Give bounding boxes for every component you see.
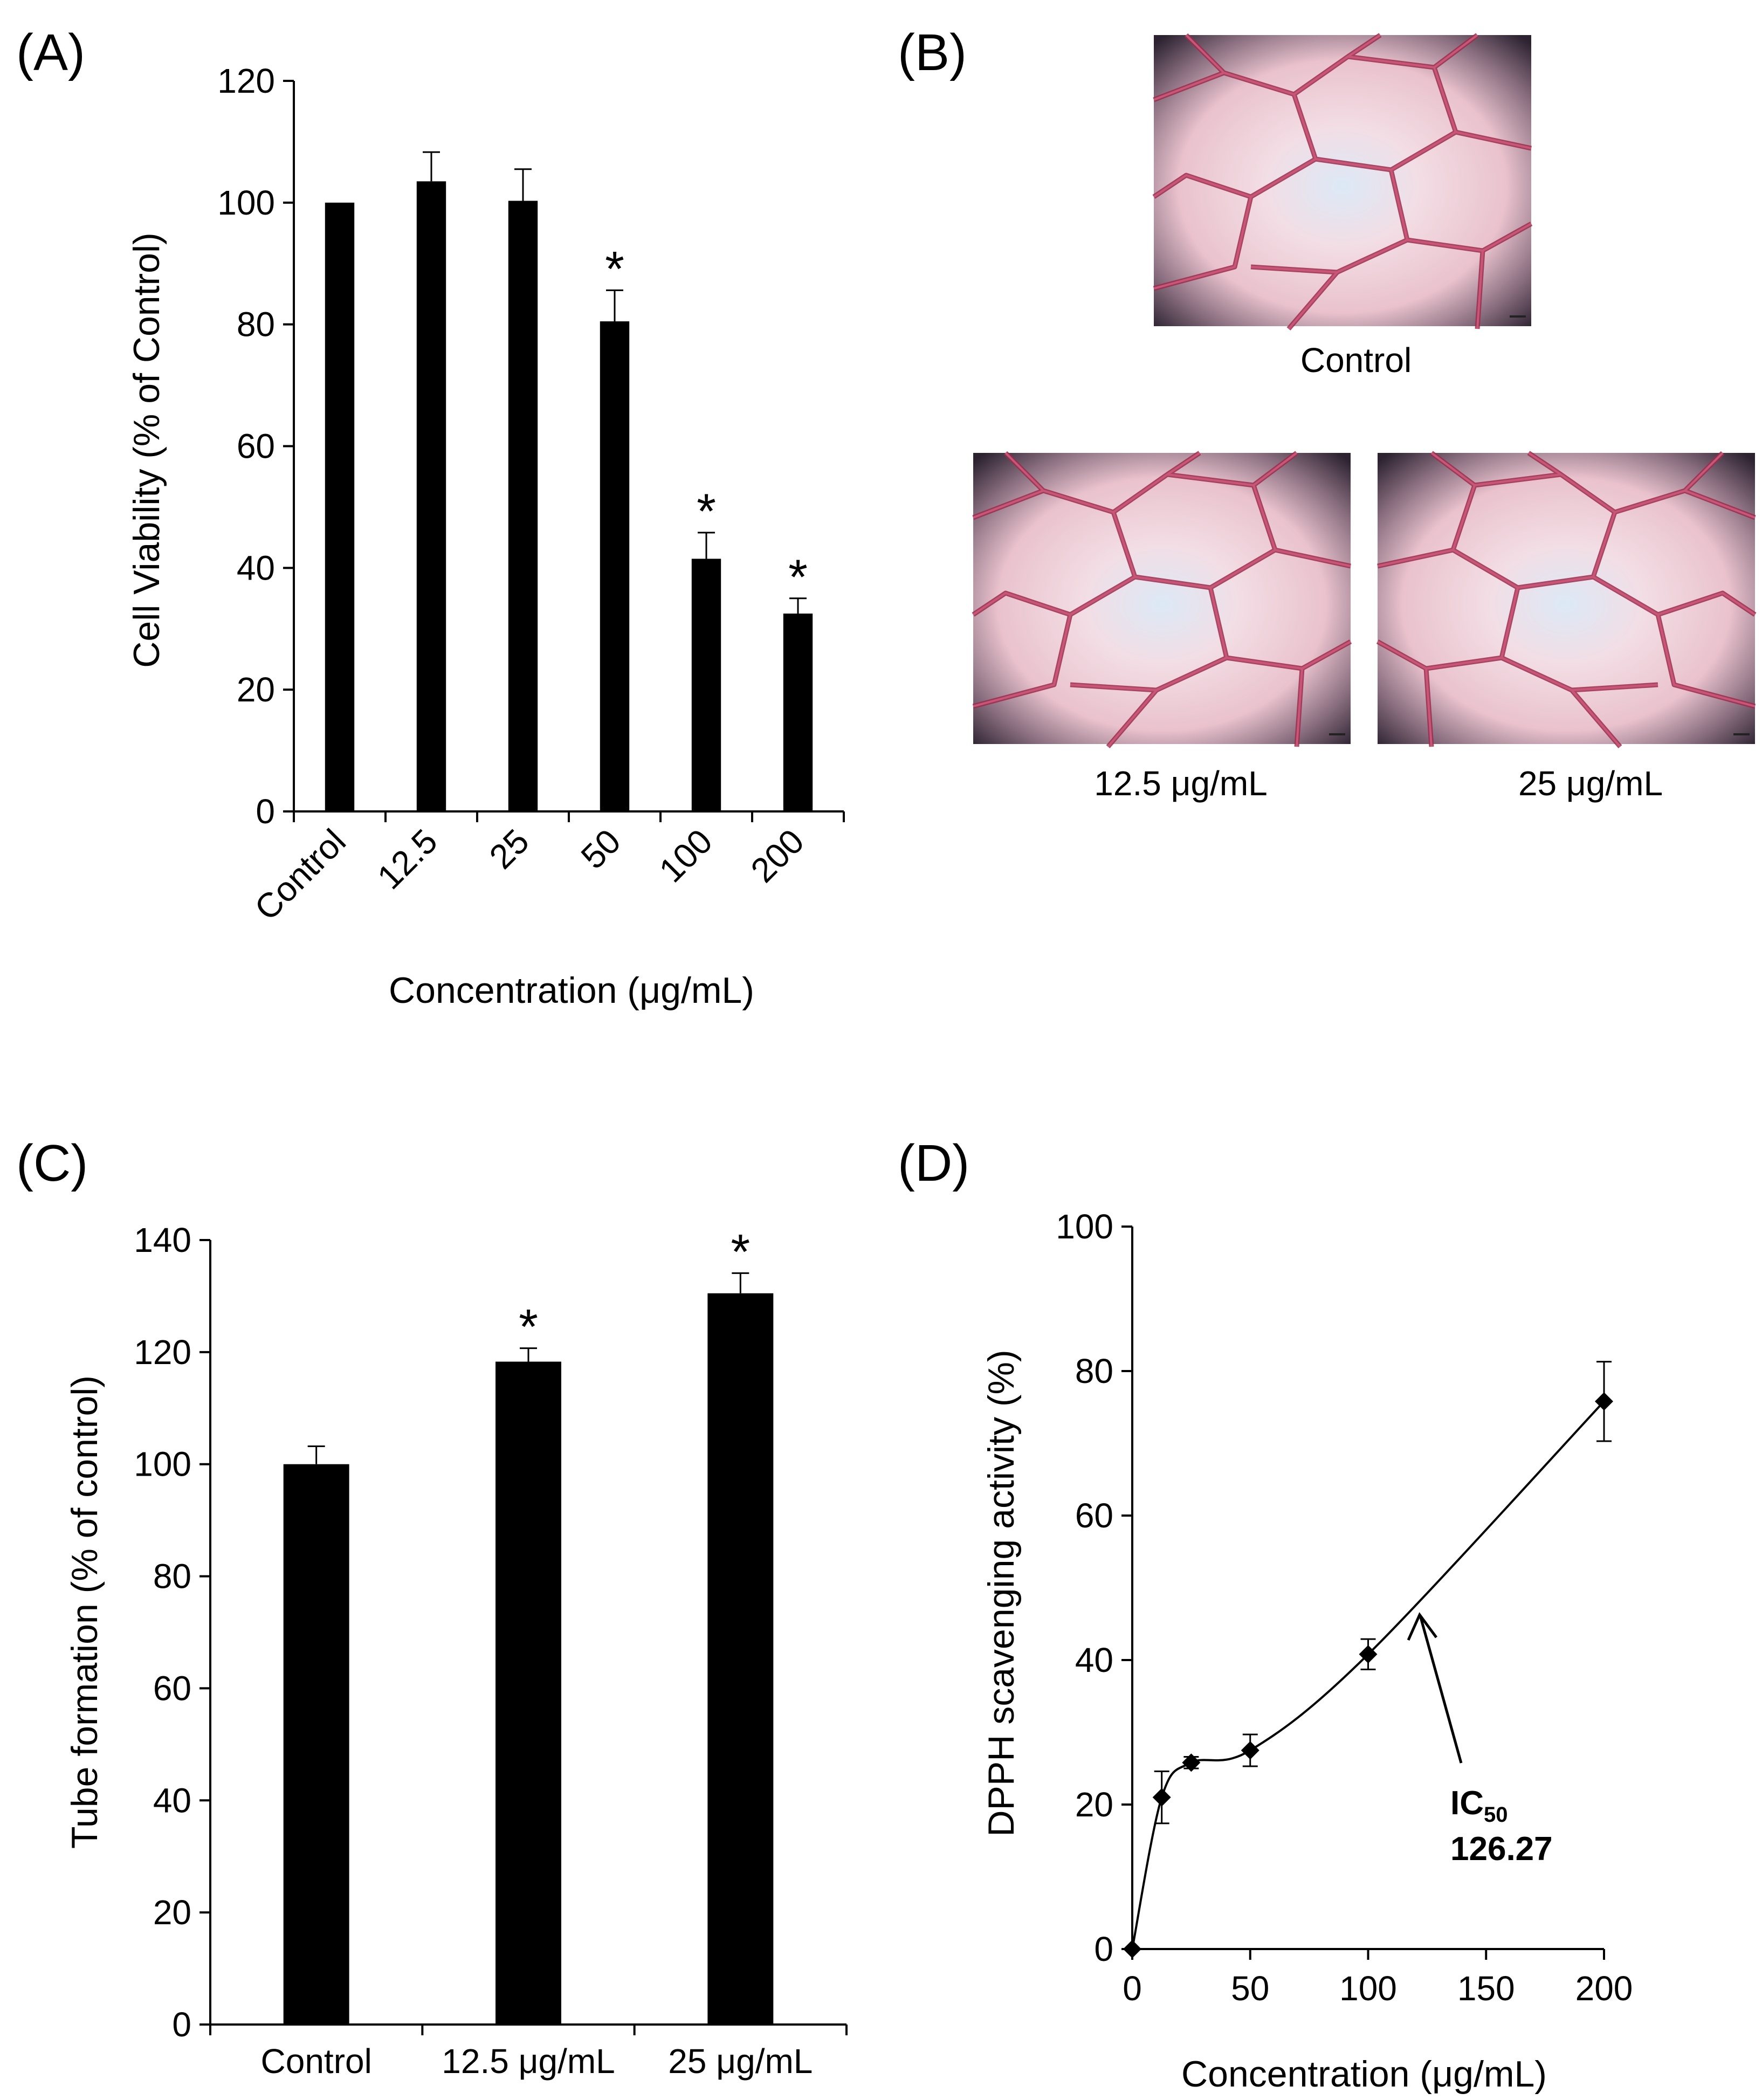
y-tick-label: 60	[1075, 1496, 1113, 1535]
x-tick-label: 50	[574, 822, 628, 876]
bar	[600, 321, 630, 811]
chart-a-ylabel: Cell Viability (% of Control)	[126, 232, 167, 667]
y-tick-label: 60	[237, 427, 275, 466]
y-tick-label: 140	[134, 1221, 191, 1259]
bar	[707, 1293, 774, 2025]
chart-d: 0 20 40 60 80 100 0 50 100 150 200	[1056, 1207, 1633, 2008]
ic50-subscript: 50	[1484, 1803, 1508, 1827]
x-tick-label: 0	[1123, 1969, 1142, 2008]
bar	[283, 1464, 349, 2025]
significance-star: *	[519, 1300, 538, 1355]
y-tick-label: 120	[134, 1333, 191, 1372]
y-tick-label: 20	[1075, 1785, 1113, 1824]
data-point-diamond	[1123, 1940, 1141, 1958]
bar	[691, 559, 721, 811]
significance-star: *	[788, 550, 808, 605]
x-tick-label: 50	[1231, 1969, 1269, 2008]
y-tick-label: 60	[153, 1669, 191, 1707]
chart-d-xlabel: Concentration (μg/mL)	[1181, 2054, 1547, 2095]
micrograph-control	[1154, 35, 1531, 329]
y-tick-label: 20	[153, 1893, 191, 1932]
arrowhead-icon	[1407, 1612, 1438, 1641]
data-point-diamond	[1359, 1645, 1378, 1664]
chart-a: 0 20 40 60 80 100 120 Control 12.5 25 * 50 * 100 * 200	[217, 61, 845, 928]
caption-25: 25 μg/mL	[1518, 764, 1663, 803]
ic50-main: IC	[1450, 1785, 1484, 1822]
panel-label-c: (C)	[16, 1134, 88, 1192]
y-tick-label: 20	[237, 670, 275, 709]
caption-control: Control	[1300, 341, 1412, 380]
chart-a-xlabel: Concentration (μg/mL)	[389, 970, 754, 1011]
chart-d-ylabel: DPPH scavenging activity (%)	[981, 1349, 1022, 1836]
panel-label-b: (B)	[898, 24, 967, 81]
y-tick-label: 40	[237, 548, 275, 587]
micrograph-12-5	[973, 453, 1351, 747]
significance-star: *	[731, 1224, 750, 1279]
bar	[508, 201, 538, 812]
y-tick-label: 80	[153, 1557, 191, 1596]
bar	[416, 181, 446, 811]
y-tick-label: 100	[1056, 1207, 1113, 1246]
ic50-value: 126.27	[1450, 1830, 1553, 1868]
chart-c-ylabel: Tube formation (% of control)	[64, 1375, 105, 1849]
chart-c: 0 20 40 60 80 100 120 140 Control * 12.5 μg/mL * 25 …	[134, 1221, 848, 2081]
panel-label-a: (A)	[16, 24, 85, 81]
y-tick-label: 100	[134, 1445, 191, 1484]
significance-star: *	[605, 242, 624, 297]
y-tick-label: 80	[237, 305, 275, 344]
data-point-diamond	[1595, 1392, 1613, 1411]
y-tick-label: 100	[217, 183, 275, 222]
significance-star: *	[697, 484, 716, 539]
y-tick-label: 0	[256, 792, 275, 831]
x-tick-label: 200	[1575, 1969, 1633, 2008]
panel-label-d: (D)	[898, 1134, 969, 1192]
x-tick-label: 100	[651, 822, 719, 890]
x-tick-label: Control	[247, 822, 353, 928]
data-point-diamond	[1152, 1788, 1171, 1807]
x-tick-label: 12.5 μg/mL	[442, 2042, 615, 2081]
y-tick-label: 120	[217, 61, 275, 100]
y-tick-label: 80	[1075, 1352, 1113, 1390]
data-point-diamond	[1182, 1753, 1201, 1772]
data-point-diamond	[1241, 1741, 1259, 1760]
x-tick-label: 100	[1339, 1969, 1397, 2008]
x-tick-label: 200	[743, 822, 811, 890]
y-tick-label: 40	[1075, 1641, 1113, 1679]
x-tick-label: 150	[1457, 1969, 1515, 2008]
x-tick-label: Control	[261, 2042, 372, 2081]
bar	[325, 202, 355, 811]
bar	[495, 1361, 561, 2025]
micrograph-25	[1378, 453, 1755, 747]
y-tick-label: 0	[1094, 1930, 1113, 1968]
x-tick-label: 25 μg/mL	[668, 2042, 813, 2081]
caption-12-5: 12.5 μg/mL	[1094, 764, 1268, 803]
y-tick-label: 0	[172, 2005, 191, 2044]
ic50-annotation: IC50 126.27	[1407, 1612, 1553, 1868]
x-tick-label: 12.5	[370, 822, 445, 897]
y-tick-label: 40	[153, 1781, 191, 1820]
bar	[783, 614, 813, 811]
ic50-label: IC50	[1450, 1785, 1508, 1827]
ic50-arrow	[1419, 1617, 1463, 1764]
x-tick-label: 25	[482, 822, 536, 876]
